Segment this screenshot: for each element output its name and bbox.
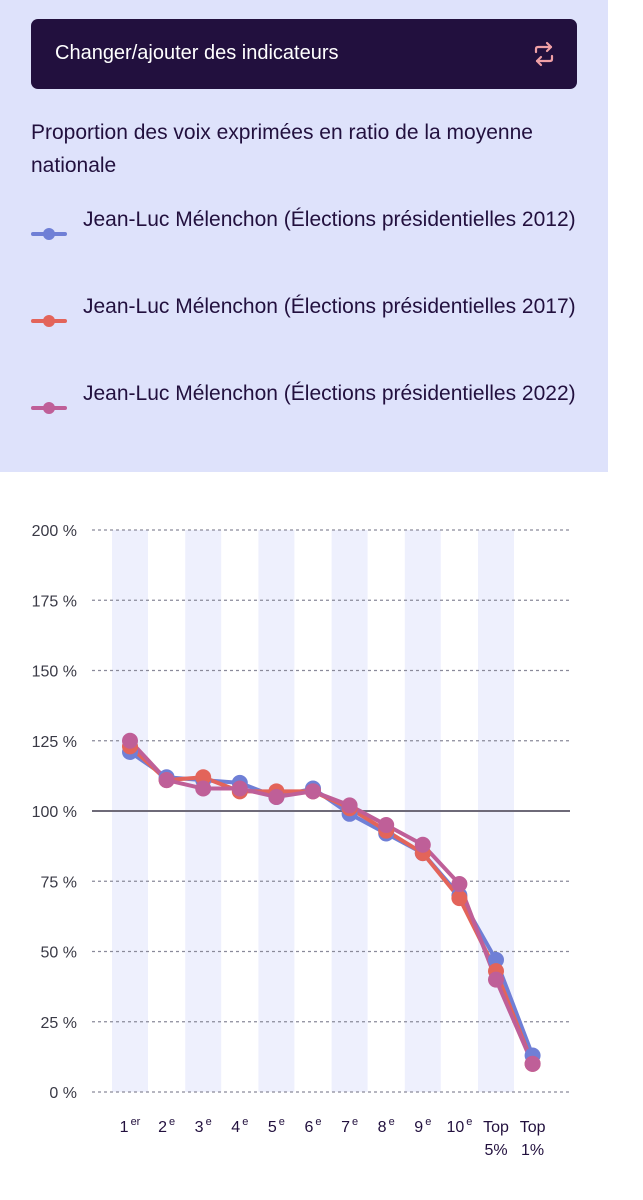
- line-chart: 0 % 25 % 50 % 75 % 100 % 125 % 150 % 175 % 200 %…: [32, 523, 570, 1159]
- data-point-series-0: [488, 951, 504, 968]
- data-point-series-2: [231, 780, 248, 797]
- data-point-series-2: [122, 732, 138, 749]
- legend-item-2012: Jean-Luc Mélenchon (Élections présidenti…: [31, 203, 591, 269]
- data-point-series-1: [195, 769, 212, 786]
- data-point-series-2: [524, 1055, 541, 1072]
- y-tick-label: 0 %: [49, 1085, 77, 1102]
- legend-label-2012: Jean-Luc Mélenchon (Élections présidenti…: [83, 208, 576, 231]
- swap-arrows-icon: [534, 41, 554, 67]
- legend-swatch-2017: [31, 315, 67, 327]
- y-tick-label: 125 %: [32, 734, 77, 751]
- data-point-series-2: [195, 780, 212, 797]
- y-tick-label: 100 %: [32, 804, 77, 821]
- x-tick-label: Top: [483, 1119, 509, 1136]
- y-tick-label: 150 %: [32, 664, 77, 681]
- indicator-title: Proportion des voix exprimées en ratio d…: [31, 121, 533, 177]
- legend-item-2022: Jean-Luc Mélenchon (Élections présidenti…: [31, 377, 591, 443]
- y-tick-label: 50 %: [41, 945, 77, 962]
- data-point-series-2: [414, 836, 431, 853]
- change-indicators-label: Changer/ajouter des indicateurs: [55, 42, 339, 64]
- data-point-series-2: [451, 876, 468, 893]
- y-tick-label: 75 %: [41, 874, 77, 891]
- legend-swatch-2022: [31, 402, 67, 414]
- x-tick-label: 10 e: [446, 1116, 472, 1136]
- legend-label-2017: Jean-Luc Mélenchon (Élections présidenti…: [83, 295, 576, 318]
- change-indicators-button[interactable]: Changer/ajouter des indicateurs: [31, 19, 577, 89]
- data-point-series-2: [158, 772, 175, 789]
- y-tick-label: 175 %: [32, 593, 77, 610]
- legend-label-2022: Jean-Luc Mélenchon (Élections présidenti…: [83, 382, 576, 405]
- indicator-panel: Changer/ajouter des indicateurs Proporti…: [0, 0, 608, 472]
- data-point-series-2: [488, 971, 504, 988]
- y-tick-label: 25 %: [41, 1015, 77, 1032]
- legend-swatch-2012: [31, 228, 67, 240]
- x-tick-label-line2: 5%: [484, 1142, 507, 1159]
- chart-area: 0 % 25 % 50 % 75 % 100 % 125 % 150 % 175 % 200 %…: [0, 480, 643, 1180]
- data-point-series-2: [378, 817, 395, 834]
- data-point-series-2: [341, 797, 358, 814]
- x-tick-label-line2: 1%: [521, 1142, 544, 1159]
- data-point-series-2: [268, 788, 285, 805]
- x-tick-label: 1 er: [120, 1116, 141, 1136]
- data-point-series-2: [305, 783, 321, 800]
- data-point-series-1: [451, 890, 468, 907]
- x-tick-label: Top: [520, 1119, 546, 1136]
- y-tick-label: 200 %: [32, 523, 77, 540]
- legend-item-2017: Jean-Luc Mélenchon (Élections présidenti…: [31, 290, 591, 356]
